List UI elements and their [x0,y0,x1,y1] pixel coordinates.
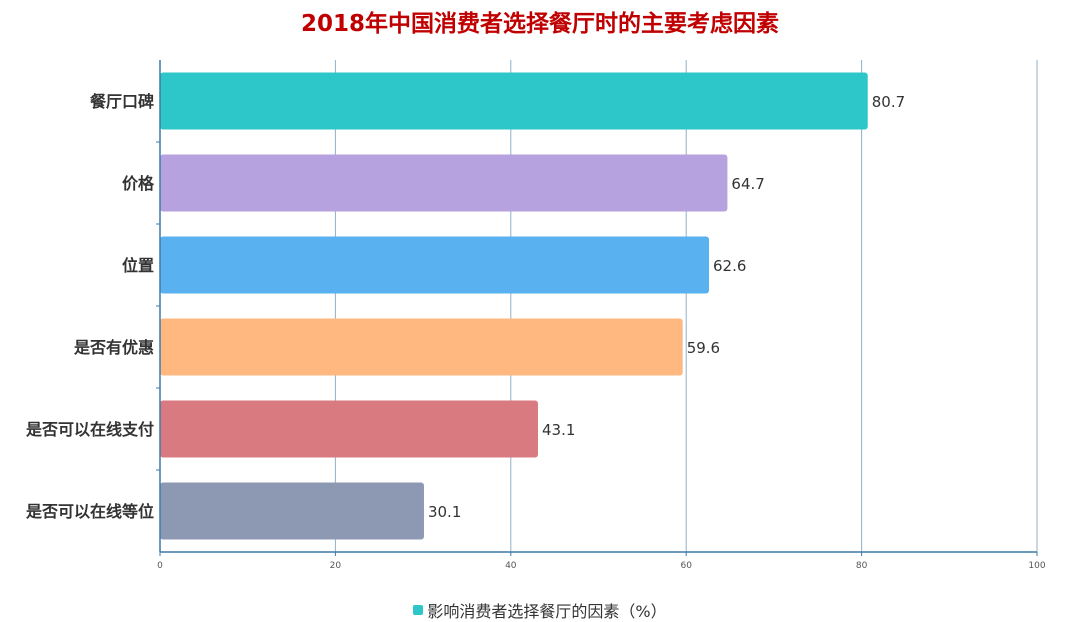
x-tick-label: 20 [330,561,342,571]
bar [160,400,538,458]
chart-title: 2018年中国消费者选择餐厅时的主要考虑因素 [300,11,779,37]
x-tick-label: 80 [856,561,868,571]
bar [160,482,424,540]
category-label: 是否可以在线支付 [25,420,154,439]
bar [160,318,683,376]
bar [160,154,728,212]
data-label: 64.7 [731,175,764,193]
category-label: 餐厅口碑 [89,92,154,111]
category-label: 是否有优惠 [73,338,154,357]
bar [160,236,710,294]
legend-label: 影响消费者选择餐厅的因素（%） [427,602,667,621]
data-label: 62.6 [713,257,746,275]
x-tick-label: 100 [1028,561,1045,571]
x-tick-label: 0 [157,561,163,571]
category-label: 位置 [122,256,154,275]
data-label: 30.1 [428,503,461,521]
category-label: 价格 [122,174,155,193]
x-tick-label: 60 [680,561,692,571]
category-label: 是否可以在线等位 [25,502,154,521]
legend-swatch [413,605,424,615]
bar [160,72,868,130]
legend[interactable]: 影响消费者选择餐厅的因素（%） [0,598,1080,622]
data-label: 80.7 [872,93,905,111]
data-label: 59.6 [687,339,720,357]
data-label: 43.1 [542,421,575,439]
x-tick-label: 40 [505,561,517,571]
